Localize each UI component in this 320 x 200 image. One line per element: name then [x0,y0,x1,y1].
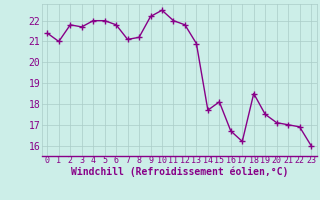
X-axis label: Windchill (Refroidissement éolien,°C): Windchill (Refroidissement éolien,°C) [70,166,288,177]
